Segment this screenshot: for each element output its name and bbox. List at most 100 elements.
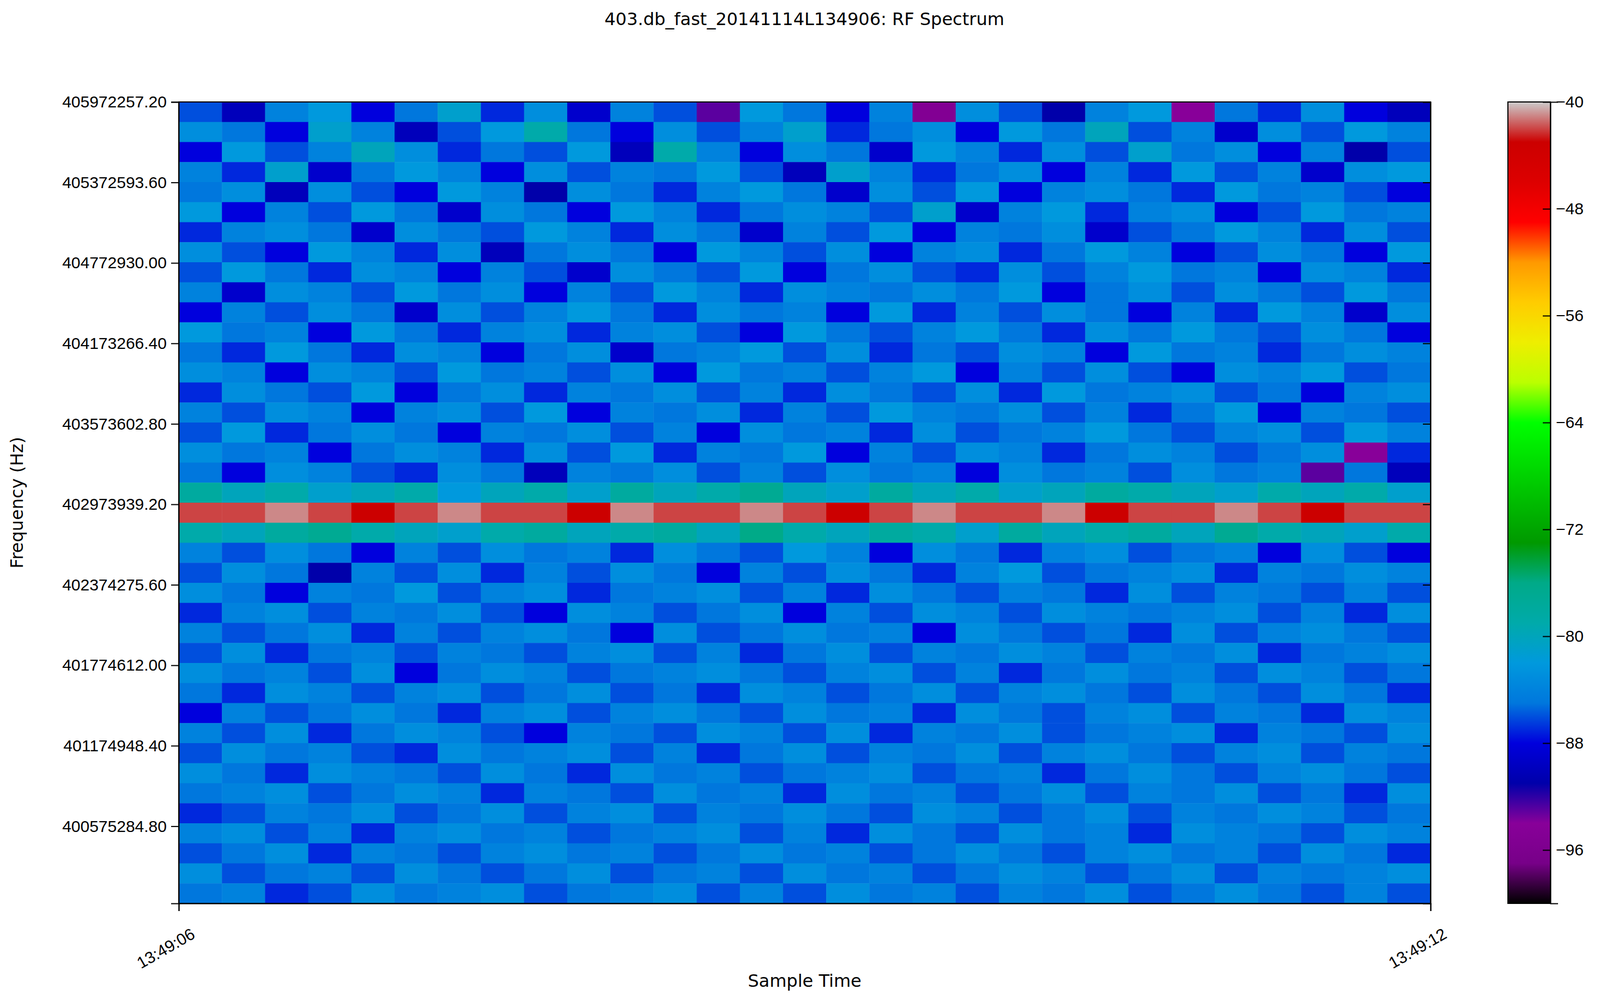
cell xyxy=(1128,582,1173,603)
cell xyxy=(1300,302,1345,323)
cell xyxy=(437,462,482,483)
cell xyxy=(1344,863,1389,884)
cell xyxy=(1041,542,1086,563)
y-tick-right xyxy=(1422,584,1431,586)
cell xyxy=(653,182,698,203)
cell xyxy=(1041,302,1086,323)
cell xyxy=(998,122,1043,143)
cell xyxy=(178,202,223,223)
cell xyxy=(308,642,353,663)
cell xyxy=(567,682,611,703)
cell xyxy=(1041,822,1086,844)
cell xyxy=(308,822,353,844)
cell xyxy=(1387,282,1431,303)
cell xyxy=(955,161,1000,183)
cell xyxy=(264,182,309,203)
cell xyxy=(1171,602,1216,623)
cell xyxy=(524,822,568,844)
cell xyxy=(783,522,827,543)
cell xyxy=(524,882,568,903)
cell xyxy=(1257,122,1302,143)
cell xyxy=(826,482,870,503)
cell xyxy=(308,622,353,644)
cell xyxy=(912,802,957,823)
cell xyxy=(1300,402,1345,423)
cell xyxy=(955,462,1000,483)
y-tick: 404173266.40 xyxy=(62,334,179,353)
cell xyxy=(394,462,439,483)
cell xyxy=(998,382,1043,403)
cell xyxy=(437,182,482,203)
cell xyxy=(1128,101,1173,123)
cell xyxy=(1128,502,1173,523)
cell xyxy=(653,241,698,263)
cell xyxy=(1257,442,1302,463)
y-tick-mark xyxy=(171,664,179,666)
cell xyxy=(610,122,654,143)
cell xyxy=(1257,262,1302,283)
cell xyxy=(524,682,568,703)
y-axis-right xyxy=(1422,102,1432,904)
cell xyxy=(1128,402,1173,423)
cell xyxy=(221,482,266,503)
cell xyxy=(1344,222,1389,243)
cell xyxy=(351,783,396,804)
cell xyxy=(696,662,741,683)
cell xyxy=(524,122,568,143)
cell xyxy=(1041,161,1086,183)
cell xyxy=(912,542,957,563)
cell xyxy=(1344,582,1389,603)
cell xyxy=(1257,482,1302,503)
cell xyxy=(653,202,698,223)
cell xyxy=(869,863,913,884)
cell xyxy=(308,262,353,283)
cell xyxy=(264,662,309,683)
cell xyxy=(264,562,309,583)
cell xyxy=(740,882,784,903)
cell xyxy=(221,682,266,703)
cell xyxy=(437,342,482,363)
cell xyxy=(351,562,396,583)
cell xyxy=(783,822,827,844)
cell xyxy=(1171,362,1216,383)
cell xyxy=(783,742,827,763)
cell xyxy=(437,362,482,383)
cell xyxy=(308,702,353,724)
cell xyxy=(653,302,698,323)
cell xyxy=(394,142,439,163)
cell xyxy=(610,142,654,163)
cell xyxy=(740,382,784,403)
cell xyxy=(783,282,827,303)
cell xyxy=(1041,602,1086,623)
cell xyxy=(394,202,439,223)
colorbar-tick-label: −48 xyxy=(1555,199,1584,218)
y-tick-mark-right xyxy=(1422,101,1431,103)
cell xyxy=(826,882,870,903)
cell xyxy=(264,402,309,423)
cell xyxy=(351,662,396,683)
cell xyxy=(1257,662,1302,683)
cell xyxy=(308,662,353,683)
cell xyxy=(524,602,568,623)
cell xyxy=(394,241,439,263)
colorbar-tick-label: −88 xyxy=(1555,733,1584,752)
cell xyxy=(437,502,482,523)
cell xyxy=(783,863,827,884)
cell xyxy=(1387,783,1431,804)
cell xyxy=(696,863,741,884)
cell xyxy=(912,722,957,743)
cell xyxy=(264,161,309,183)
cell xyxy=(480,402,525,423)
cell xyxy=(912,402,957,423)
cell xyxy=(1300,742,1345,763)
cell xyxy=(351,422,396,443)
cell xyxy=(653,122,698,143)
x-axis-line xyxy=(179,903,1432,912)
y-tick-label: 401774612.00 xyxy=(62,655,167,674)
cell xyxy=(653,863,698,884)
cell xyxy=(826,602,870,623)
colorbar-tick-label: −64 xyxy=(1555,413,1584,432)
cell xyxy=(610,422,654,443)
cell xyxy=(1171,462,1216,483)
cell xyxy=(1257,542,1302,563)
